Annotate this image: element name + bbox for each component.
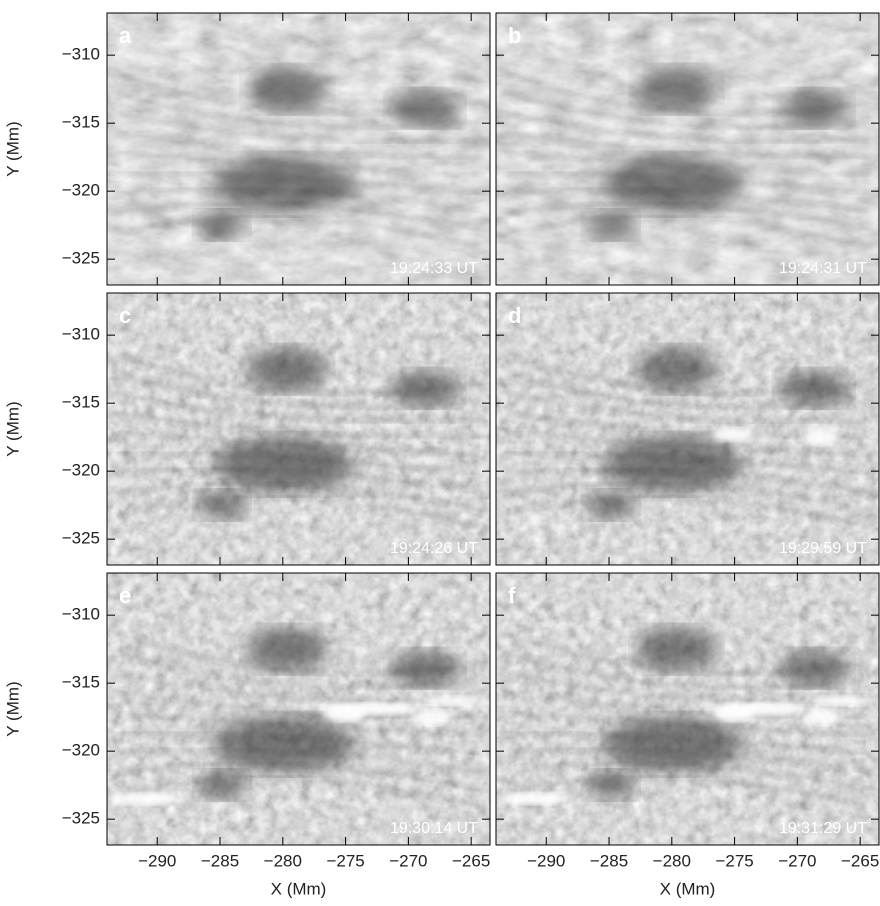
dark-region: [586, 491, 636, 519]
y-tick-label: −310: [62, 605, 100, 624]
x-tick-label: −275: [715, 851, 753, 870]
dark-region: [636, 627, 716, 671]
y-tick-label: −325: [62, 809, 100, 828]
x-tick-label: −270: [778, 851, 816, 870]
bright-ribbon: [422, 696, 482, 706]
y-tick-label: −325: [62, 249, 100, 268]
y-tick-label: −320: [62, 181, 100, 200]
dark-region: [586, 771, 636, 799]
y-tick-label: −320: [62, 741, 100, 760]
bright-ribbon: [415, 709, 451, 725]
dark-region: [390, 370, 460, 406]
bright-ribbon: [499, 793, 569, 805]
bright-ribbon: [110, 793, 180, 805]
x-tick-label: −265: [841, 851, 879, 870]
texture: [496, 573, 879, 845]
panel-image: [496, 13, 879, 285]
timestamp: 19:29:59 UT: [779, 540, 867, 557]
texture: [496, 293, 879, 565]
x-tick-label: −275: [326, 851, 364, 870]
figure: −310 −315 −320 −325 a 19:24:33 UT Y (Mm) b 19:24…: [0, 0, 880, 906]
texture: [107, 13, 490, 285]
dark-region: [247, 627, 327, 671]
panel-image: [496, 293, 879, 565]
panel-label: c: [119, 303, 131, 328]
panel-label: e: [119, 583, 131, 608]
y-tick-label: −310: [62, 325, 100, 344]
texture: [107, 293, 490, 565]
timestamp: 19:24:31 UT: [779, 260, 867, 277]
y-tick-label: −310: [62, 45, 100, 64]
y-axis-label: Y (Mm): [3, 121, 22, 176]
bright-ribbon: [713, 427, 753, 441]
dark-region: [247, 347, 327, 391]
dark-region: [779, 650, 849, 686]
bright-ribbon: [811, 696, 871, 706]
x-tick-label: −290: [527, 851, 565, 870]
bright-ribbon: [804, 709, 840, 725]
bright-ribbon: [528, 513, 540, 525]
panel-label: a: [119, 23, 132, 48]
dark-region: [636, 67, 716, 111]
page: −310 −315 −320 −325 a 19:24:33 UT Y (Mm) b 19:24…: [0, 0, 880, 906]
x-tick-label: −265: [452, 851, 490, 870]
x-tick-label: −285: [590, 851, 628, 870]
panel-image: [107, 573, 490, 845]
dark-region: [197, 771, 247, 799]
timestamp: 19:30:14 UT: [390, 820, 478, 837]
texture: [496, 13, 879, 285]
dark-region: [390, 650, 460, 686]
y-tick-label: −315: [62, 393, 100, 412]
timestamp: 19:31:29 UT: [779, 820, 867, 837]
dark-region: [197, 491, 247, 519]
bright-ribbon: [706, 703, 806, 715]
bright-ribbon: [317, 703, 417, 715]
panel-label: b: [508, 23, 521, 48]
panel-image: [107, 293, 490, 565]
panel-label: f: [508, 583, 516, 608]
dark-region: [390, 90, 460, 126]
bright-ribbon: [804, 429, 840, 445]
x-tick-label: −280: [264, 851, 302, 870]
texture: [107, 573, 490, 845]
dark-region: [586, 211, 636, 239]
x-tick-label: −290: [138, 851, 176, 870]
x-tick-label: −270: [389, 851, 427, 870]
x-tick-label: −285: [201, 851, 239, 870]
y-tick-label: −325: [62, 529, 100, 548]
dark-region: [247, 67, 327, 111]
y-tick-label: −315: [62, 113, 100, 132]
dark-region: [197, 211, 247, 239]
y-tick-label: −320: [62, 461, 100, 480]
x-axis-label: X (Mm): [660, 879, 716, 898]
timestamp: 19:24:33 UT: [390, 260, 478, 277]
dark-region: [779, 90, 849, 126]
x-tick-label: −280: [653, 851, 691, 870]
dark-region: [779, 370, 849, 406]
x-axis-label: X (Mm): [271, 879, 327, 898]
y-tick-label: −315: [62, 673, 100, 692]
timestamp: 19:24:26 UT: [390, 540, 478, 557]
panel-image: [496, 573, 879, 845]
y-axis-label: Y (Mm): [3, 401, 22, 456]
panel-image: [107, 13, 490, 285]
panel-label: d: [508, 303, 521, 328]
dark-region: [636, 347, 716, 391]
y-axis-label: Y (Mm): [3, 681, 22, 736]
